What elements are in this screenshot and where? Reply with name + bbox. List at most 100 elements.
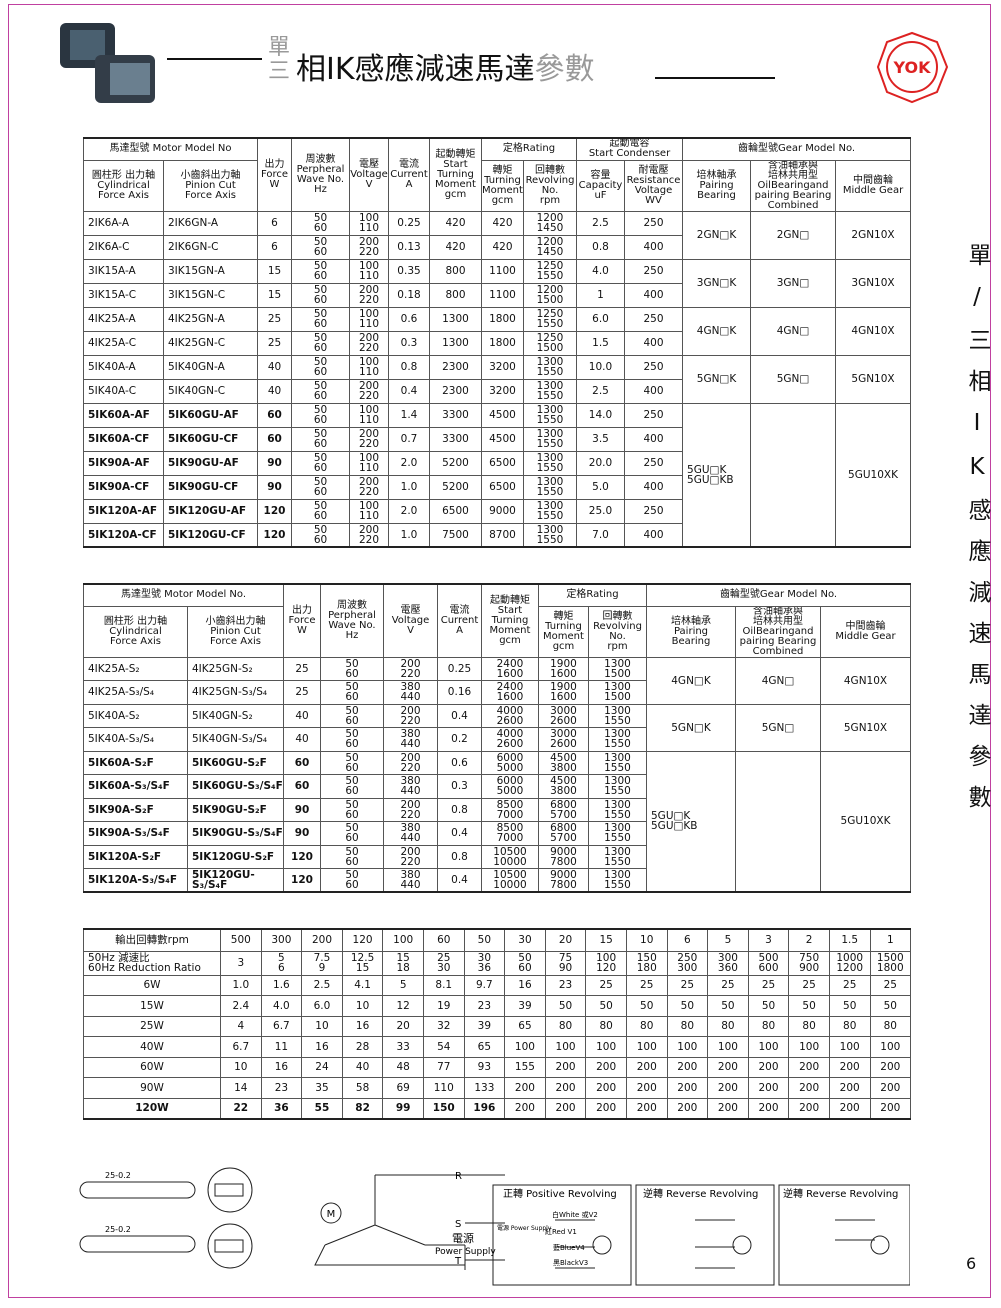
table-row: 5IK40A-A 5IK40GN-A 40 50 60 100 110 0.8 2300 3200…: [83, 354, 912, 404]
table-row: 5IK60A-CF 5IK60GU-CF 60 50 60 200 220 0.7 3300 45…: [83, 426, 911, 452]
cell-line: 1500: [536, 294, 564, 306]
table-cell: 35: [301, 1077, 343, 1099]
cell-line: 4500: [550, 751, 577, 764]
table-cell: 3.5: [576, 426, 625, 452]
table-cell: 4000 2600: [481, 703, 539, 728]
cell-line: Moment: [489, 624, 531, 636]
table-cell: 150: [422, 1097, 465, 1119]
table-cell: 200: [625, 1056, 668, 1078]
table-cell: 420: [429, 234, 482, 260]
table-cell: 380 440: [383, 680, 438, 705]
cell-line: 1550: [536, 462, 564, 474]
cell-line: 周波數: [305, 153, 336, 165]
cell-line: 60: [345, 714, 359, 727]
cell-line: 50: [345, 798, 359, 811]
gear-cell: 5GN□K: [682, 354, 752, 404]
cell-line: 1800: [876, 962, 904, 974]
gear-cell: 2GN10X: [835, 210, 912, 260]
cell-line: 50: [313, 452, 328, 464]
cell-line: 90: [558, 962, 573, 974]
table-cell: 0.6: [388, 306, 430, 332]
table-cell: 1250 1500: [523, 330, 577, 356]
table-cell: 60: [257, 402, 292, 428]
cell-line: 1500: [604, 691, 631, 704]
cell-line: Middle Gear: [842, 184, 904, 196]
table-cell: 20: [382, 1015, 424, 1037]
table-cell: 50 60: [291, 522, 350, 548]
cell-line: 200: [400, 845, 421, 858]
table-cell: 380 440: [383, 774, 438, 799]
cell-line: Turning: [437, 168, 474, 180]
table-cell: 200 220: [349, 522, 389, 548]
speed-table: 輸出回轉數rpm 500 300 200 120 100 60 50 30 20 15 10 6 5 3 2 1…: [83, 928, 912, 1120]
cell-line: 起動電容: [609, 138, 650, 150]
ratio-cell: 750 900: [788, 950, 830, 976]
table-cell: 80: [747, 1015, 790, 1037]
cell-line: 300: [677, 962, 698, 974]
table-cell: 9.7: [463, 974, 506, 996]
table-cell: 5: [382, 974, 424, 996]
cell-line: gcm: [499, 634, 521, 646]
box-title: 正轉 Positive Revolving: [503, 1187, 617, 1200]
table-cell: 6000 5000: [481, 774, 539, 799]
table-cell: 50: [788, 995, 830, 1017]
table-cell: 200: [666, 1077, 709, 1099]
title-main: 相IK感應減速馬達: [296, 52, 535, 87]
cell-line: 5GU□K: [687, 463, 727, 476]
header-cell: 1: [869, 928, 912, 952]
cell-line: OilBearingand: [757, 179, 829, 191]
table-cell: 0.6: [437, 750, 482, 775]
table-cell: 100: [666, 1036, 709, 1058]
table-cell: 25: [666, 974, 709, 996]
table-cell: 15: [257, 258, 292, 284]
cell-line: 回轉數: [535, 164, 565, 176]
cell-line: 10500: [493, 845, 527, 858]
page-number: 6: [966, 1254, 977, 1273]
cell-line: 50Hz 減速比: [88, 952, 150, 964]
table-cell: 7.0: [576, 522, 625, 548]
table-cell: 8700: [481, 522, 524, 548]
table-cell: 50 60: [291, 234, 350, 260]
cell-line: 1550: [536, 366, 564, 378]
cell-line: 1550: [604, 808, 631, 821]
cell-line: 1600: [496, 691, 524, 704]
table-cell: 5IK60A-S₂F: [83, 750, 188, 775]
cell-line: 3000: [550, 728, 577, 741]
cell-line: 200: [358, 380, 380, 392]
table-cell: 90: [283, 797, 321, 822]
cell-line: 100: [358, 452, 380, 464]
cell-line: 1500: [876, 952, 904, 964]
cell-line: 6000: [496, 751, 524, 764]
header-cell: 2: [788, 928, 830, 952]
cell-line: 50: [345, 775, 359, 788]
cell-line: 3000: [550, 704, 577, 717]
table-cell: 1300 1550: [523, 474, 577, 500]
table-cell: 80: [828, 1015, 871, 1037]
cell-line: 9000: [550, 869, 577, 881]
ratio-cell: 1500 1800: [869, 950, 912, 976]
cell-line: 圓柱形 出力軸: [91, 169, 156, 181]
ratio-cell: 30 36: [463, 950, 506, 976]
gear-cell: 4GN□K: [646, 656, 736, 705]
cell-line: 1300: [536, 523, 564, 536]
cell-line: 1550: [604, 855, 631, 868]
cell-line: 1550: [536, 270, 564, 282]
cell-line: 18: [396, 962, 410, 974]
title-top: 單: [268, 35, 291, 60]
table-cell: 25: [707, 974, 749, 996]
table-cell: 200: [828, 1077, 871, 1099]
table-cell: 100 110: [349, 354, 389, 380]
power-label: 電源: [452, 1231, 474, 1245]
table-cell: 5IK40A-S₃/S₄: [83, 727, 188, 752]
cell-line: 9: [318, 962, 326, 974]
table-cell: 0.4: [388, 378, 430, 404]
cell-line: Capacity: [578, 179, 623, 191]
cell-line: Combined: [767, 199, 819, 211]
cell-line: 60Hz Reduction Ratio: [88, 962, 201, 974]
cell-line: rpm: [607, 640, 628, 652]
table-cell: 200 220: [383, 797, 438, 822]
table-cell: 5IK40A-A: [83, 354, 164, 380]
title-rule: [167, 58, 262, 60]
table-cell: 3300: [429, 402, 482, 428]
